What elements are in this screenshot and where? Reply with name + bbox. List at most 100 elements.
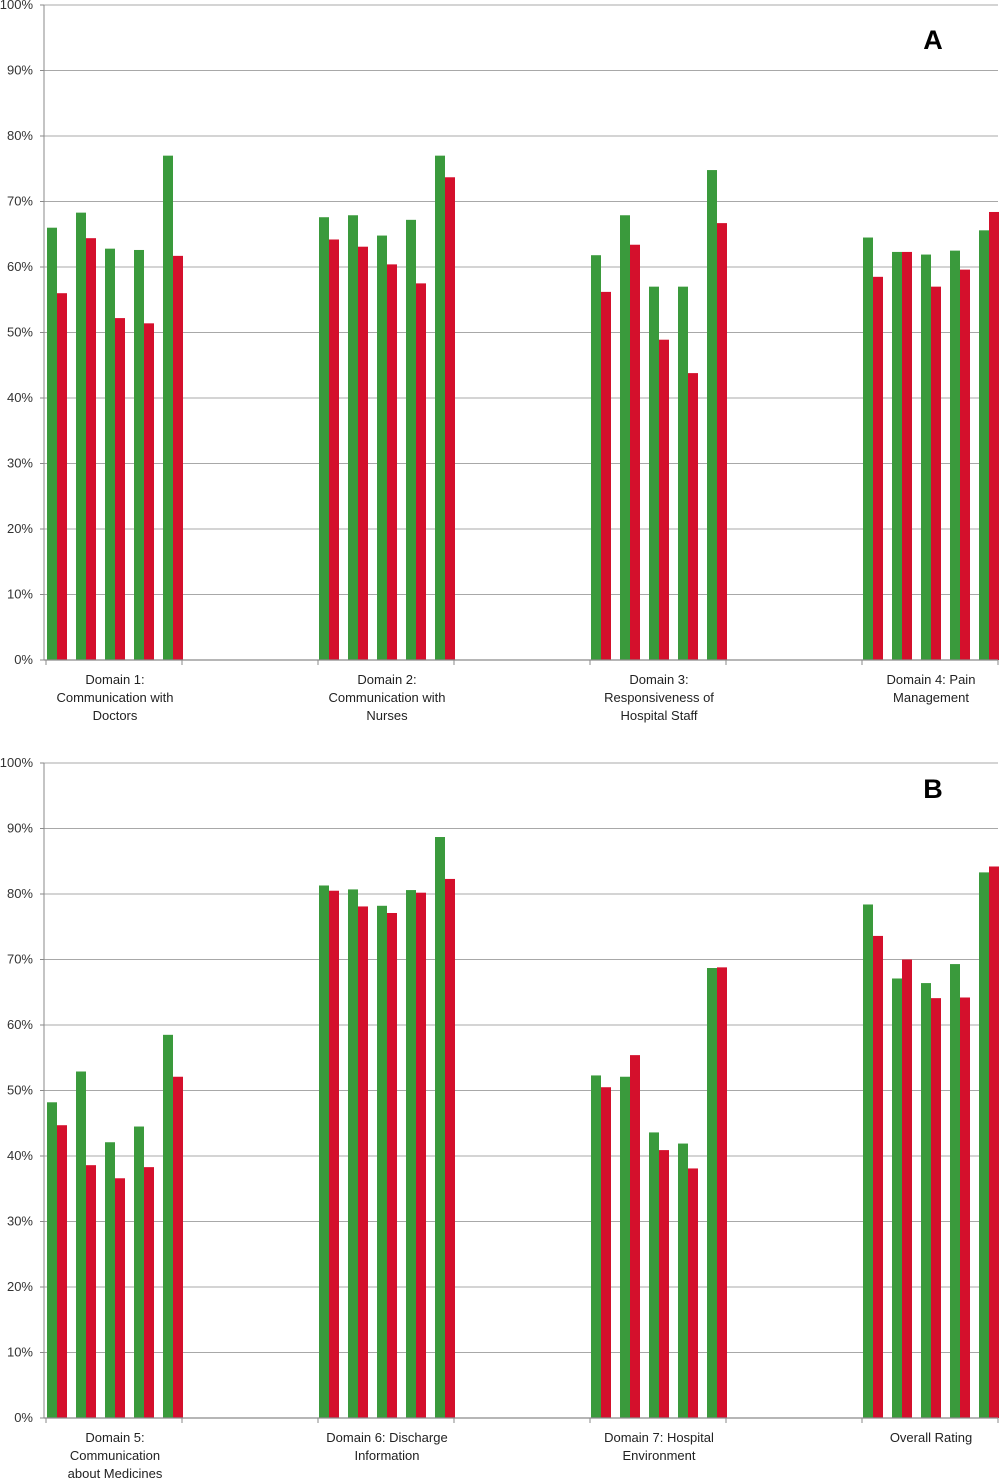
bar-green xyxy=(163,155,173,660)
y-tick-label: 10% xyxy=(7,1345,33,1360)
bar-green xyxy=(406,219,416,660)
bar-green xyxy=(950,964,960,1418)
bar-red xyxy=(960,997,970,1418)
bar-red xyxy=(144,323,154,660)
panel-label: B xyxy=(923,774,943,804)
bar-green xyxy=(620,215,630,660)
chart-panel-b: 0% 10% 20% 30% 40% 50% 60% 70% 80% 90% 100% Domain … xyxy=(0,755,999,1480)
bar-green xyxy=(921,254,931,660)
y-tick-label: 90% xyxy=(7,63,33,78)
category-label-line: Domain 4: Pain xyxy=(887,672,976,687)
bar-red xyxy=(358,906,368,1418)
bar-green xyxy=(47,227,57,660)
bar-red xyxy=(86,238,96,660)
bar-red xyxy=(115,1178,125,1418)
category-label-line: Doctors xyxy=(93,708,138,723)
bar-green xyxy=(105,1142,115,1418)
bar-green xyxy=(591,255,601,660)
bar-red xyxy=(173,255,183,661)
bar-red xyxy=(329,239,339,661)
bar-green xyxy=(377,905,387,1418)
bar-green xyxy=(892,978,902,1418)
bar-red xyxy=(445,177,455,660)
bar-green xyxy=(76,1071,86,1418)
bar-red xyxy=(387,912,397,1418)
bar-green xyxy=(707,968,717,1418)
y-tick-label: 70% xyxy=(7,952,33,967)
category-label-line: Environment xyxy=(623,1448,696,1463)
bar-green xyxy=(678,1143,688,1418)
category-label-line: Responsiveness of xyxy=(604,690,714,705)
bar-green xyxy=(707,170,717,660)
y-tick-label: 70% xyxy=(7,194,33,209)
category-label-line: Domain 3: xyxy=(629,672,688,687)
bar-green xyxy=(979,872,989,1418)
bar-red xyxy=(902,251,912,660)
bar-red xyxy=(115,318,125,660)
bar-green xyxy=(620,1076,630,1418)
bar-green xyxy=(406,890,416,1418)
bar-red xyxy=(601,1087,611,1418)
bar-red xyxy=(601,291,611,660)
bar-green xyxy=(134,249,144,660)
bar-red xyxy=(931,998,941,1418)
bar-red xyxy=(659,1150,669,1418)
bar-green xyxy=(979,230,989,660)
y-tick-label: 0% xyxy=(14,652,33,667)
bar-green xyxy=(105,248,115,660)
y-tick-label: 40% xyxy=(7,1148,33,1163)
category-label-line: Communication with xyxy=(328,690,445,705)
bar-red xyxy=(329,890,339,1418)
category-label: Domain 1: Communication with Doctors xyxy=(56,672,173,723)
panel-label: A xyxy=(923,25,943,55)
y-tick-label: 30% xyxy=(7,456,33,471)
category-label-line: Overall Rating xyxy=(890,1430,972,1445)
bar-red xyxy=(387,264,397,660)
category-label: Domain 7: Hospital Environment xyxy=(604,1430,714,1463)
bar-green xyxy=(134,1126,144,1418)
y-tick-label: 50% xyxy=(7,1083,33,1098)
bar-green xyxy=(348,889,358,1418)
bar-red xyxy=(902,959,912,1418)
bar-red xyxy=(57,293,67,660)
bar-red xyxy=(989,211,999,661)
bar-green xyxy=(863,904,873,1418)
category-label-line: Domain 2: xyxy=(357,672,416,687)
y-tick-label: 40% xyxy=(7,390,33,405)
bar-green xyxy=(591,1075,601,1418)
category-label-line: Domain 6: Discharge xyxy=(326,1430,447,1445)
chart-panel-a: 0% 10% 20% 30% 40% 50% 60% 70% 80% 90% 100% Domain … xyxy=(0,0,999,723)
bar-green xyxy=(435,155,445,660)
bar-green xyxy=(47,1102,57,1418)
category-label: Overall Rating xyxy=(890,1430,972,1445)
bar-red xyxy=(86,1165,96,1418)
bar-green xyxy=(678,286,688,660)
bar-green xyxy=(348,215,358,660)
bar-red xyxy=(931,286,941,660)
y-tick-label: 20% xyxy=(7,1279,33,1294)
category-label-line: Domain 7: Hospital xyxy=(604,1430,714,1445)
y-tick-label: 50% xyxy=(7,325,33,340)
y-tick-label: 80% xyxy=(7,886,33,901)
category-label: Domain 2: Communication with Nurses xyxy=(328,672,445,723)
bar-red xyxy=(630,1055,640,1418)
y-tick-label: 100% xyxy=(0,0,33,12)
category-label: Domain 4: Pain Management xyxy=(887,672,976,705)
bar-red xyxy=(659,339,669,660)
category-label-line: Communication xyxy=(70,1448,160,1463)
y-tick-label: 90% xyxy=(7,821,33,836)
category-label-line: Communication with xyxy=(56,690,173,705)
bar-green xyxy=(950,250,960,660)
category-label-line: Domain 5: xyxy=(85,1430,144,1445)
bar-red xyxy=(688,373,698,660)
category-label-line: Information xyxy=(354,1448,419,1463)
y-tick-label: 100% xyxy=(0,755,33,770)
bar-red xyxy=(173,1076,183,1418)
y-tick-label: 0% xyxy=(14,1410,33,1425)
y-tick-label: 10% xyxy=(7,587,33,602)
y-tick-label: 60% xyxy=(7,259,33,274)
bar-red xyxy=(688,1168,698,1418)
bar-red xyxy=(717,223,727,661)
bar-red xyxy=(630,244,640,661)
